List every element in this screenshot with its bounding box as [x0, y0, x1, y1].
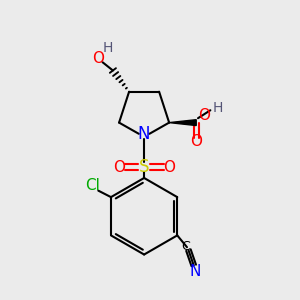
Text: O: O [113, 160, 125, 175]
Text: N: N [138, 125, 150, 143]
Text: O: O [164, 160, 175, 175]
Text: O: O [190, 134, 202, 149]
Text: H: H [212, 101, 223, 115]
Text: Cl: Cl [85, 178, 100, 194]
Polygon shape [169, 120, 196, 126]
Text: O: O [198, 108, 210, 123]
Text: S: S [139, 158, 149, 176]
Text: C: C [182, 240, 190, 253]
Text: H: H [102, 40, 113, 55]
Text: N: N [190, 264, 201, 279]
Text: O: O [92, 51, 104, 66]
